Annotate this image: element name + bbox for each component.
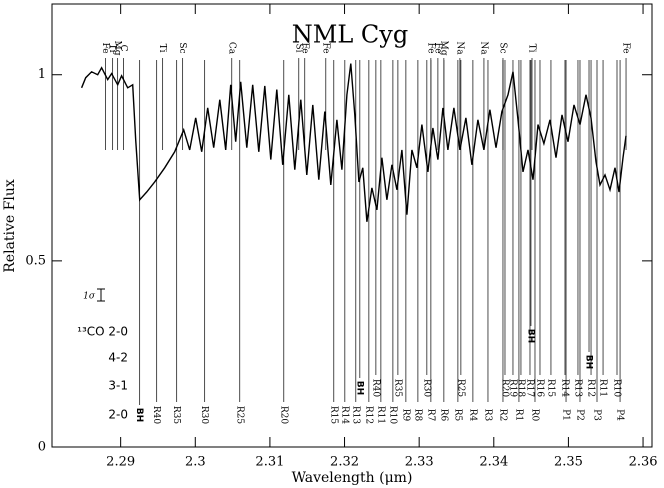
- co-line-label: R10: [612, 379, 622, 398]
- y-axis-label: Relative Flux: [2, 179, 18, 273]
- atomic-line-label: Sc: [497, 42, 507, 53]
- co-line-label: R2: [497, 409, 507, 422]
- co-line-label: R25: [234, 406, 244, 425]
- x-tick-label: 2.33: [405, 455, 434, 470]
- atomic-line-label: Fe: [100, 42, 110, 53]
- co-line-label: BH: [354, 381, 364, 395]
- atomic-line-label: Sc: [177, 42, 187, 53]
- band-label: 3-1: [108, 379, 128, 393]
- atomic-line-label: Fe: [432, 42, 442, 53]
- co-line-label: BH: [525, 329, 535, 343]
- atomic-line-label: Fe: [320, 42, 330, 53]
- x-tick-label: 2.31: [255, 455, 284, 470]
- co-line-label: R35: [171, 406, 181, 425]
- x-tick-label: 2.35: [554, 455, 583, 470]
- spectrum: [80, 63, 627, 222]
- x-tick-label: 2.3: [185, 455, 206, 470]
- co-line-label: R4: [467, 409, 477, 422]
- co-line-label: R40: [370, 379, 380, 398]
- y-tick-label: 0: [38, 440, 46, 455]
- atomic-line-label: C: [118, 45, 128, 52]
- co-line-label: BH: [584, 355, 594, 369]
- band-label: ¹³CO 2-0: [77, 325, 128, 339]
- co-line-label: R6: [438, 409, 448, 422]
- x-tick-label: 2.29: [106, 455, 135, 470]
- co-line-label: R9: [400, 409, 410, 422]
- co-line-label: R15: [328, 406, 338, 425]
- plot-frame: [51, 3, 653, 448]
- chart-title: NML Cyg: [292, 21, 408, 49]
- co-line-label: R10: [387, 406, 397, 425]
- co-line-label: P2: [574, 409, 584, 421]
- co-line-label: R14: [339, 406, 349, 425]
- co-line-label: BH: [134, 408, 144, 422]
- atomic-line-label: Mg: [112, 41, 122, 56]
- x-tick-label: 2.36: [629, 455, 658, 470]
- atomic-line-label: Ti: [527, 44, 537, 53]
- sigma-bar: [97, 288, 105, 302]
- co-line-label: R11: [598, 379, 608, 397]
- co-line-label: R18: [515, 379, 525, 398]
- atomic-line-label: Ti: [157, 44, 167, 53]
- band-label: 2-0: [108, 408, 128, 422]
- atomic-line-label: Ti: [107, 44, 117, 53]
- atomic-line-label: Ca: [226, 42, 236, 55]
- co-line-label: R5: [452, 409, 462, 422]
- co-line-label: R20: [499, 379, 509, 398]
- atomic-line-label: Fe: [425, 42, 435, 53]
- co-line-label: R30: [199, 406, 209, 425]
- co-line-label: R40: [151, 406, 161, 425]
- atomic-line-label: Na: [454, 41, 464, 55]
- co-line-label: R25: [455, 379, 465, 398]
- co-line-label: P1: [561, 409, 571, 421]
- co-line-label: R3: [482, 409, 492, 422]
- co-line-label: R16: [534, 379, 544, 398]
- atomic-line-label: Na: [478, 41, 488, 55]
- x-tick-label: 2.34: [479, 455, 508, 470]
- co-line-label: R14: [559, 379, 569, 398]
- atomic-line-label: Si: [293, 43, 303, 52]
- co-line-label: P3: [592, 409, 602, 421]
- atomic-line-label: Fe: [621, 42, 631, 53]
- co-line-label: R12: [586, 379, 596, 397]
- co-line-label: R19: [507, 379, 517, 398]
- band-label: 4-2: [108, 351, 128, 365]
- co-line-label: P4: [615, 409, 625, 421]
- co-line-label: R13: [572, 379, 582, 398]
- co-line-label: R8: [412, 409, 422, 422]
- co-line-label: R13: [350, 406, 360, 425]
- co-line-label: R0: [529, 409, 539, 422]
- co-line-label: R7: [425, 409, 435, 422]
- x-axis-label: Wavelength (μm): [292, 470, 413, 486]
- y-tick-label: 1: [38, 67, 46, 82]
- co-line-label: R12: [363, 406, 373, 424]
- sigma-label: 1σ: [83, 292, 96, 302]
- x-tick-label: 2.32: [330, 455, 359, 470]
- co-line-label: R17: [524, 379, 534, 398]
- co-line-label: R15: [545, 379, 555, 398]
- co-line-label: R20: [278, 406, 288, 425]
- atomic-line-label: Fe: [299, 42, 309, 53]
- atomic-line-label: Mg: [438, 41, 448, 56]
- co-line-label: R30: [421, 379, 431, 398]
- co-line-label: R1: [513, 409, 523, 422]
- co-line-label: R11: [375, 406, 385, 424]
- co-line-label: R35: [392, 379, 402, 398]
- y-tick-label: 0.5: [25, 253, 46, 268]
